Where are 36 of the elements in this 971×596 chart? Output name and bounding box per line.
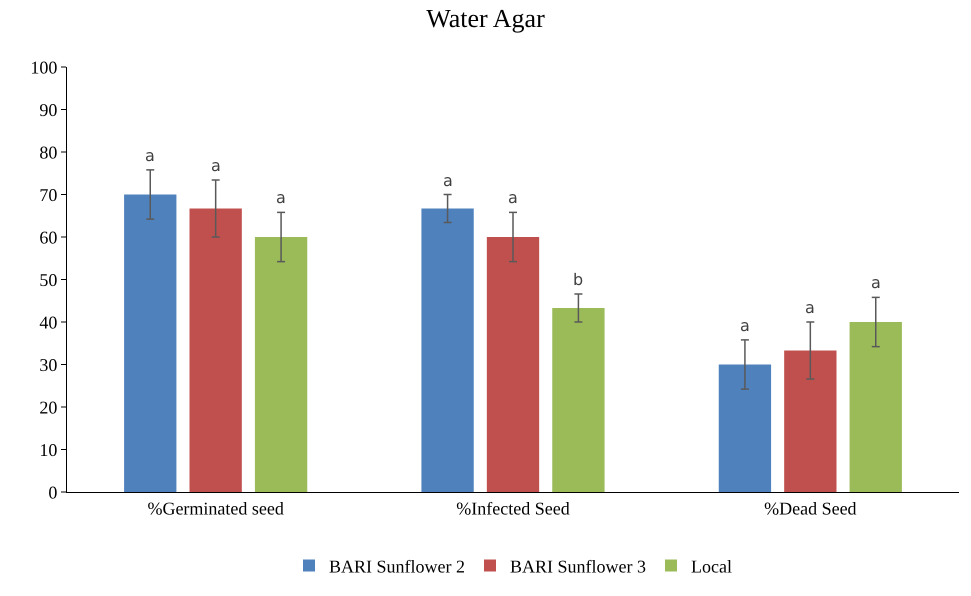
y-tick-label: 30 [39, 354, 58, 375]
y-tick-label: 10 [39, 440, 58, 460]
data-label: a [805, 298, 815, 317]
legend-label: BARI Sunflower 3 [510, 556, 646, 576]
y-tick-label: 40 [39, 312, 58, 332]
y-tick-label: 90 [39, 100, 58, 120]
y-tick-label: 60 [39, 227, 58, 248]
bar [784, 350, 836, 492]
x-tick-label: %Infected Seed [456, 498, 570, 519]
data-label: a [443, 171, 453, 190]
data-label: a [211, 156, 221, 175]
bar [124, 194, 176, 492]
x-tick-label: %Dead Seed [764, 498, 857, 519]
y-tick-label: 100 [30, 57, 58, 78]
data-label: a [276, 188, 286, 207]
bar [486, 237, 540, 492]
bar [850, 322, 902, 492]
data-label: a [145, 146, 155, 165]
data-label: b [573, 270, 584, 289]
legend-label: Local [691, 556, 732, 576]
y-tick-label: 20 [39, 397, 58, 418]
y-tick-label: 50 [39, 270, 58, 290]
data-label: a [740, 316, 750, 335]
y-tick-label: 80 [39, 142, 58, 162]
bar [190, 208, 242, 492]
data-label: a [508, 188, 518, 207]
y-tick-label: 70 [39, 184, 58, 205]
x-tick-label: %Germinated seed [147, 498, 284, 519]
y-tick-label: 0 [48, 482, 58, 502]
chart-title: Water Agar [426, 4, 546, 34]
legend-label: BARI Sunflower 2 [329, 556, 465, 576]
bar [552, 308, 605, 492]
data-label: a [871, 273, 881, 292]
bar [254, 237, 308, 492]
bar [718, 364, 772, 492]
bar [421, 208, 474, 492]
